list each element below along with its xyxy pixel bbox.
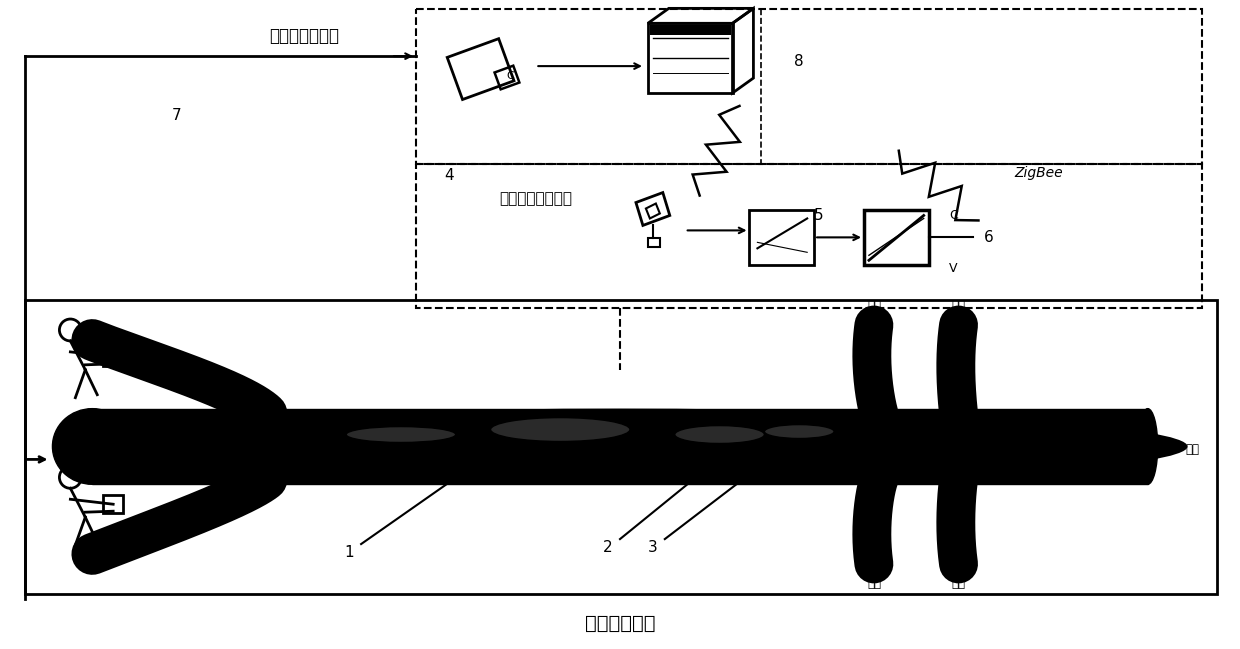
Ellipse shape	[491, 417, 630, 441]
Text: C: C	[506, 71, 513, 82]
Ellipse shape	[1138, 409, 1158, 484]
Text: V: V	[950, 262, 957, 275]
Text: 3: 3	[649, 539, 657, 554]
Bar	[415, 9, 1203, 164]
Ellipse shape	[52, 409, 1188, 484]
Text: 5: 5	[815, 208, 823, 223]
Text: C: C	[949, 209, 959, 222]
Text: 4: 4	[444, 168, 454, 183]
Ellipse shape	[52, 409, 133, 484]
Bar	[864, 210, 929, 265]
Text: 图像信息采集模块: 图像信息采集模块	[498, 191, 572, 206]
Text: 8: 8	[795, 54, 804, 69]
Text: 上位机监控模块: 上位机监控模块	[269, 27, 340, 45]
Text: 出口: 出口	[1185, 443, 1199, 456]
Ellipse shape	[346, 426, 456, 443]
Polygon shape	[650, 25, 730, 35]
Text: 7: 7	[172, 108, 182, 123]
Text: 出口: 出口	[867, 578, 880, 591]
Bar	[103, 348, 123, 366]
Ellipse shape	[764, 424, 835, 439]
Bar	[103, 495, 123, 513]
Bar	[749, 210, 815, 265]
Text: 出口: 出口	[951, 299, 966, 312]
Text: 1: 1	[345, 545, 353, 559]
Ellipse shape	[675, 426, 764, 443]
Bar	[415, 164, 1203, 308]
Text: 6: 6	[983, 230, 993, 245]
Text: 出口: 出口	[867, 299, 880, 312]
Bar	[92, 409, 1148, 484]
Text: 2: 2	[603, 539, 613, 554]
Bar	[647, 238, 660, 247]
Text: 出口: 出口	[951, 578, 966, 591]
Text: ZigBee: ZigBee	[1014, 165, 1063, 180]
Bar	[25, 300, 1218, 594]
Text: 分拣控制模块: 分拣控制模块	[585, 614, 655, 633]
